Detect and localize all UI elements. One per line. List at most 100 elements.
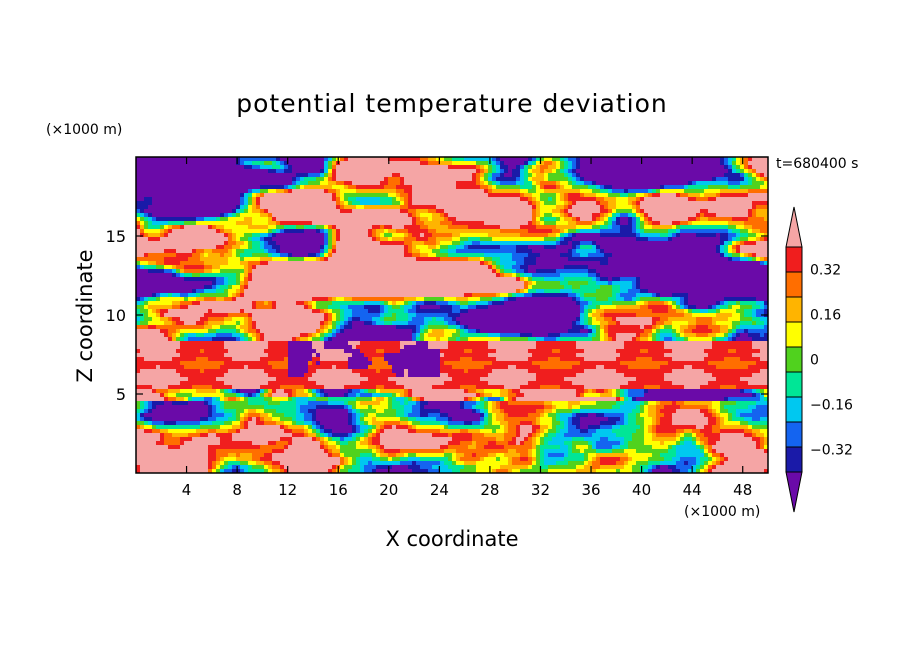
heatmap-cell bbox=[328, 225, 333, 230]
heatmap-cell bbox=[224, 401, 249, 406]
heatmap-cell bbox=[136, 421, 145, 426]
heatmap-cell bbox=[480, 181, 485, 186]
heatmap-cell bbox=[492, 405, 497, 410]
heatmap-cell bbox=[560, 185, 565, 190]
heatmap-cell bbox=[292, 393, 297, 398]
heatmap-cell bbox=[148, 405, 153, 410]
heatmap-cell bbox=[552, 197, 557, 202]
heatmap-cell bbox=[196, 289, 205, 294]
heatmap-cell bbox=[272, 457, 341, 462]
heatmap-cell bbox=[752, 253, 757, 258]
heatmap-cell bbox=[628, 441, 645, 446]
heatmap-cell bbox=[560, 157, 565, 162]
heatmap-cell bbox=[292, 165, 325, 170]
heatmap-cell bbox=[572, 233, 577, 238]
heatmap-cell bbox=[328, 229, 333, 234]
heatmap-cell bbox=[484, 173, 489, 178]
heatmap-cell bbox=[764, 181, 768, 186]
heatmap-cell bbox=[488, 173, 493, 178]
heatmap-cell bbox=[140, 301, 145, 306]
heatmap-cell bbox=[552, 157, 561, 162]
colorbar-box bbox=[785, 446, 803, 473]
heatmap-cell bbox=[416, 401, 421, 406]
heatmap-cell bbox=[364, 429, 369, 434]
heatmap-cell bbox=[196, 293, 201, 298]
heatmap-cell bbox=[248, 409, 257, 414]
heatmap-cell bbox=[464, 421, 473, 426]
heatmap-cell bbox=[220, 425, 233, 430]
heatmap-cell bbox=[576, 221, 593, 226]
heatmap-cell bbox=[612, 209, 617, 214]
heatmap-cell bbox=[420, 325, 425, 330]
heatmap-cell bbox=[404, 177, 473, 182]
heatmap-cell bbox=[528, 357, 549, 362]
heatmap-cell bbox=[460, 405, 465, 410]
heatmap-cell bbox=[336, 229, 341, 234]
heatmap-cell bbox=[576, 173, 581, 178]
heatmap-cell bbox=[592, 461, 601, 466]
heatmap-cell bbox=[560, 169, 565, 174]
heatmap-cell bbox=[268, 401, 281, 406]
heatmap-cell bbox=[436, 229, 501, 234]
heatmap-cell bbox=[176, 393, 193, 398]
heatmap-cell bbox=[740, 317, 753, 322]
heatmap-cell bbox=[752, 353, 768, 358]
heatmap-cell bbox=[640, 221, 645, 226]
heatmap-cell bbox=[716, 333, 725, 338]
heatmap-cell bbox=[532, 205, 537, 210]
heatmap-cell bbox=[268, 441, 277, 446]
heatmap-cell bbox=[692, 433, 697, 438]
x-axis: 4 8 12 16 20 24 28 32 36 40 44 48 bbox=[182, 157, 752, 499]
heatmap-cell bbox=[360, 393, 373, 398]
heatmap-cell bbox=[320, 253, 325, 258]
heatmap-cell bbox=[144, 233, 149, 238]
heatmap-cell bbox=[164, 249, 177, 254]
heatmap-cell bbox=[376, 229, 385, 234]
heatmap-cell bbox=[168, 445, 181, 450]
heatmap-cell bbox=[532, 429, 537, 434]
heatmap-cell bbox=[612, 185, 661, 190]
heatmap-cell bbox=[300, 185, 305, 190]
heatmap-cell bbox=[320, 245, 325, 250]
heatmap-cell bbox=[708, 469, 713, 473]
heatmap-cell bbox=[204, 297, 217, 302]
heatmap-cell bbox=[308, 409, 317, 414]
heatmap-cell bbox=[252, 305, 257, 310]
heatmap-cell bbox=[512, 273, 517, 278]
heatmap-cell bbox=[660, 221, 673, 226]
heatmap-cell bbox=[232, 209, 237, 214]
heatmap-cell bbox=[388, 397, 393, 402]
heatmap-cell bbox=[444, 453, 453, 458]
heatmap-cell bbox=[484, 189, 489, 194]
heatmap-cell bbox=[504, 429, 509, 434]
heatmap-cell bbox=[332, 469, 337, 473]
heatmap-cell bbox=[136, 469, 141, 473]
heatmap-cell bbox=[424, 329, 429, 334]
heatmap-cell bbox=[452, 317, 457, 322]
heatmap-cell bbox=[228, 257, 241, 262]
heatmap-cell bbox=[608, 221, 613, 226]
heatmap-cell bbox=[536, 437, 541, 442]
heatmap-cell bbox=[488, 421, 493, 426]
heatmap-cell bbox=[532, 437, 537, 442]
heatmap-cell bbox=[500, 157, 529, 162]
heatmap-cell bbox=[236, 157, 241, 162]
heatmap-cell bbox=[380, 441, 449, 446]
heatmap-cell bbox=[212, 325, 221, 330]
heatmap-cell bbox=[580, 229, 601, 234]
heatmap-cell bbox=[456, 245, 465, 250]
heatmap-cell bbox=[516, 429, 521, 434]
heatmap-cell bbox=[200, 273, 237, 278]
heatmap-cell bbox=[468, 305, 477, 310]
heatmap-cell bbox=[196, 249, 205, 254]
heatmap-cell bbox=[528, 265, 565, 270]
heatmap-cell bbox=[576, 341, 625, 346]
heatmap-cell bbox=[532, 453, 537, 458]
heatmap-cell bbox=[332, 313, 337, 318]
heatmap-cell bbox=[336, 245, 405, 250]
heatmap-cell bbox=[384, 305, 389, 310]
heatmap-cell bbox=[684, 441, 693, 446]
heatmap-cell bbox=[648, 305, 669, 310]
heatmap-cell bbox=[568, 177, 573, 182]
heatmap-cell bbox=[408, 313, 417, 318]
